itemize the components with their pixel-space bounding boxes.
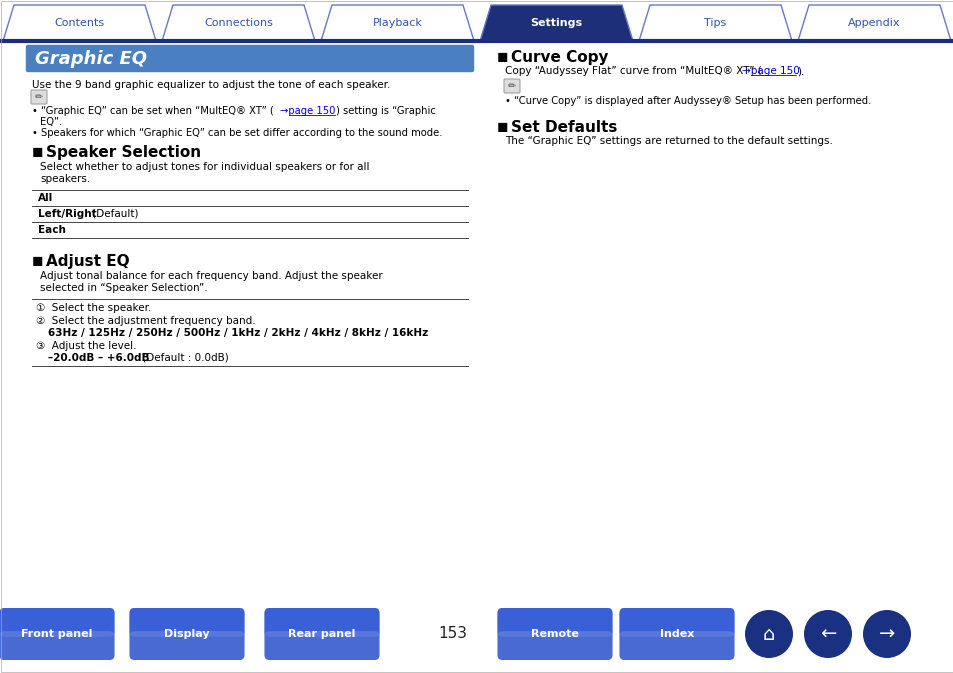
Text: ✏: ✏	[507, 81, 516, 91]
FancyBboxPatch shape	[497, 608, 612, 660]
Text: Index: Index	[659, 629, 694, 639]
FancyBboxPatch shape	[264, 608, 379, 637]
FancyBboxPatch shape	[27, 46, 473, 71]
FancyBboxPatch shape	[618, 608, 734, 660]
FancyBboxPatch shape	[497, 608, 612, 637]
Text: ◼: ◼	[497, 50, 508, 64]
FancyBboxPatch shape	[0, 608, 114, 637]
Text: Select whether to adjust tones for individual speakers or for all
speakers.: Select whether to adjust tones for indiv…	[40, 162, 369, 184]
FancyBboxPatch shape	[0, 631, 114, 660]
Text: Remote: Remote	[531, 629, 578, 639]
Polygon shape	[639, 5, 791, 41]
Text: (Default : 0.0dB): (Default : 0.0dB)	[139, 353, 229, 363]
Text: →page 150: →page 150	[280, 106, 335, 116]
Text: Adjust tonal balance for each frequency band. Adjust the speaker
selected in “Sp: Adjust tonal balance for each frequency …	[40, 271, 382, 293]
Text: ②  Select the adjustment frequency band.: ② Select the adjustment frequency band.	[36, 316, 255, 326]
Text: Display: Display	[164, 629, 210, 639]
Circle shape	[862, 610, 910, 658]
Polygon shape	[3, 5, 156, 41]
Text: (Default): (Default)	[89, 209, 138, 219]
Polygon shape	[162, 5, 314, 41]
FancyBboxPatch shape	[130, 608, 244, 637]
Polygon shape	[797, 5, 950, 41]
Text: Playback: Playback	[373, 18, 422, 28]
Text: ①  Select the speaker.: ① Select the speaker.	[36, 303, 152, 313]
Text: • “Curve Copy” is displayed after Audyssey® Setup has been performed.: • “Curve Copy” is displayed after Audyss…	[504, 96, 870, 106]
Text: Front panel: Front panel	[21, 629, 92, 639]
Text: Connections: Connections	[204, 18, 273, 28]
FancyBboxPatch shape	[130, 631, 244, 660]
Text: 63Hz / 125Hz / 250Hz / 500Hz / 1kHz / 2kHz / 4kHz / 8kHz / 16kHz: 63Hz / 125Hz / 250Hz / 500Hz / 1kHz / 2k…	[48, 328, 428, 338]
Text: ⌂: ⌂	[762, 625, 775, 643]
Text: →page 150: →page 150	[741, 66, 799, 76]
Text: Settings: Settings	[530, 18, 582, 28]
Polygon shape	[320, 5, 474, 41]
Text: All: All	[38, 193, 53, 203]
Text: 153: 153	[438, 627, 467, 641]
FancyBboxPatch shape	[130, 608, 244, 660]
Text: Left/Right: Left/Right	[38, 209, 96, 219]
Text: ←: ←	[819, 625, 836, 643]
Text: • Speakers for which “Graphic EQ” can be set differ according to the sound mode.: • Speakers for which “Graphic EQ” can be…	[32, 128, 442, 138]
Text: Tips: Tips	[703, 18, 726, 28]
Text: Appendix: Appendix	[847, 18, 900, 28]
FancyBboxPatch shape	[264, 608, 379, 660]
FancyBboxPatch shape	[503, 79, 519, 93]
FancyBboxPatch shape	[0, 608, 114, 660]
Text: ✏: ✏	[35, 92, 43, 102]
Text: Speaker Selection: Speaker Selection	[46, 145, 201, 160]
Circle shape	[744, 610, 792, 658]
Text: Use the 9 band graphic equalizer to adjust the tone of each speaker.: Use the 9 band graphic equalizer to adju…	[32, 80, 390, 90]
Text: Graphic EQ: Graphic EQ	[35, 50, 147, 67]
FancyBboxPatch shape	[618, 608, 734, 637]
Text: →: →	[878, 625, 894, 643]
Text: The “Graphic EQ” settings are returned to the default settings.: The “Graphic EQ” settings are returned t…	[504, 136, 832, 146]
Text: • “Graphic EQ” can be set when “MultEQ® XT” (: • “Graphic EQ” can be set when “MultEQ® …	[32, 106, 274, 116]
Text: Copy “Audyssey Flat” curve from “MultEQ® XT” (: Copy “Audyssey Flat” curve from “MultEQ®…	[504, 66, 760, 76]
Text: ).: ).	[796, 66, 803, 76]
Text: ◼: ◼	[32, 145, 44, 159]
Text: ) setting is “Graphic: ) setting is “Graphic	[335, 106, 436, 116]
Text: Rear panel: Rear panel	[288, 629, 355, 639]
Text: –20.0dB – +6.0dB: –20.0dB – +6.0dB	[48, 353, 150, 363]
Text: Each: Each	[38, 225, 66, 235]
FancyBboxPatch shape	[264, 631, 379, 660]
FancyBboxPatch shape	[497, 631, 612, 660]
Text: Curve Copy: Curve Copy	[511, 50, 608, 65]
Text: Set Defaults: Set Defaults	[511, 120, 617, 135]
FancyBboxPatch shape	[618, 631, 734, 660]
Text: ◼: ◼	[32, 254, 44, 268]
Polygon shape	[479, 5, 633, 41]
Text: Contents: Contents	[54, 18, 105, 28]
Text: ③  Adjust the level.: ③ Adjust the level.	[36, 341, 136, 351]
Circle shape	[803, 610, 851, 658]
Text: ◼: ◼	[497, 120, 508, 134]
FancyBboxPatch shape	[30, 90, 47, 104]
Text: EQ”.: EQ”.	[40, 117, 62, 127]
Text: Adjust EQ: Adjust EQ	[46, 254, 130, 269]
